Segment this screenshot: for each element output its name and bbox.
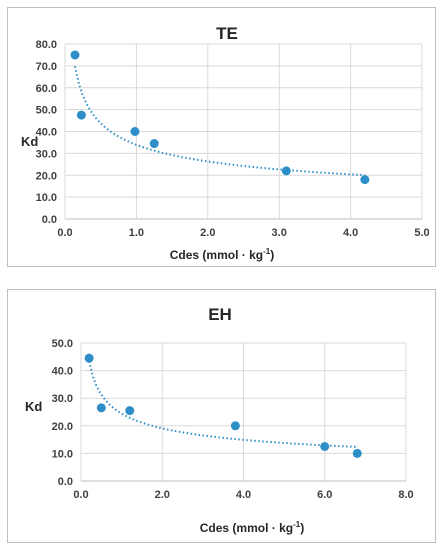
- y-tick-label: 0.0: [42, 214, 57, 226]
- data-point: [320, 442, 330, 451]
- y-tick-label: 50.0: [52, 338, 73, 350]
- x-tick-label: 2.0: [200, 227, 215, 239]
- y-tick-label: 10.0: [52, 448, 73, 460]
- y-tick-label: 60.0: [36, 83, 57, 95]
- y-tick-label: 70.0: [36, 61, 57, 73]
- data-point: [360, 175, 370, 185]
- x-tick-label: 6.0: [317, 489, 332, 501]
- y-tick-label: 20.0: [52, 421, 73, 433]
- y-tick-label: 50.0: [36, 105, 57, 117]
- y-tick-label: 20.0: [36, 170, 57, 182]
- x-axis-label: Cdes (mmol · kg-1): [200, 520, 304, 535]
- x-tick-label: 5.0: [414, 227, 429, 239]
- x-tick-label: 4.0: [343, 227, 358, 239]
- data-point: [70, 50, 80, 60]
- chart-title: TE: [216, 24, 238, 43]
- data-point: [281, 166, 291, 176]
- x-tick-label: 1.0: [129, 227, 144, 239]
- y-axis-label: Kd: [21, 134, 38, 149]
- y-tick-label: 80.0: [36, 39, 57, 51]
- data-point: [130, 127, 140, 136]
- te-chart-svg: TE Kd Cdes (mmol · kg-1) 0.0 10.0 20.0 30.0…: [21, 24, 430, 262]
- chart-title: EH: [208, 305, 232, 324]
- data-point: [84, 353, 94, 363]
- y-tick-label: 40.0: [52, 366, 73, 378]
- x-tick-label: 8.0: [398, 489, 413, 501]
- eh-chart-svg: EH Kd Cdes (mmol · kg-1) 0.0 10.0 20.0 30.0…: [25, 305, 414, 535]
- data-point: [76, 110, 86, 120]
- y-tick-label: 30.0: [36, 148, 57, 160]
- x-tick-label: 2.0: [155, 489, 170, 501]
- data-point: [230, 421, 240, 431]
- y-tick-label: 0.0: [58, 476, 73, 488]
- data-point: [149, 139, 159, 149]
- data-point: [125, 406, 135, 416]
- trendline: [74, 66, 365, 177]
- te-chart: TE Kd Cdes (mmol · kg-1) 0.0 10.0 20.0 30.0…: [7, 7, 436, 267]
- x-tick-label: 0.0: [73, 489, 88, 501]
- eh-chart: EH Kd Cdes (mmol · kg-1) 0.0 10.0 20.0 30.0…: [7, 289, 436, 543]
- x-axis-label: Cdes (mmol · kg-1): [170, 247, 274, 262]
- y-tick-label: 40.0: [36, 127, 57, 139]
- y-tick-label: 30.0: [52, 393, 73, 405]
- data-point: [96, 403, 106, 413]
- x-tick-label: 4.0: [236, 489, 251, 501]
- x-tick-label: 0.0: [57, 227, 72, 239]
- y-tick-label: 10.0: [36, 192, 57, 204]
- y-axis-label: Kd: [25, 399, 42, 414]
- trendline: [88, 361, 358, 448]
- data-point: [352, 448, 362, 458]
- x-tick-label: 3.0: [272, 227, 287, 239]
